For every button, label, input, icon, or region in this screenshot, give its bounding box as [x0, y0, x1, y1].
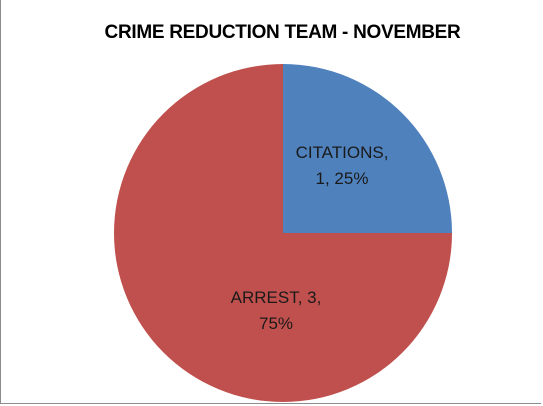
pie-labels: CITATIONS, 1, 25% ARREST, 3, 75%: [231, 143, 389, 333]
pie-slice-citations: [283, 64, 452, 233]
data-label-line: 1, 25%: [316, 169, 369, 188]
data-label-line: CITATIONS,: [296, 143, 389, 162]
pie-slice-arrest: [114, 64, 452, 402]
data-label-line: 75%: [259, 314, 293, 333]
data-label-line: ARREST, 3,: [231, 288, 322, 307]
data-label-arrest: ARREST, 3, 75%: [231, 288, 322, 333]
data-label-citations: CITATIONS, 1, 25%: [296, 143, 389, 188]
pie-slices: [114, 64, 452, 402]
chart-title: CRIME REDUCTION TEAM - NOVEMBER: [104, 22, 461, 43]
